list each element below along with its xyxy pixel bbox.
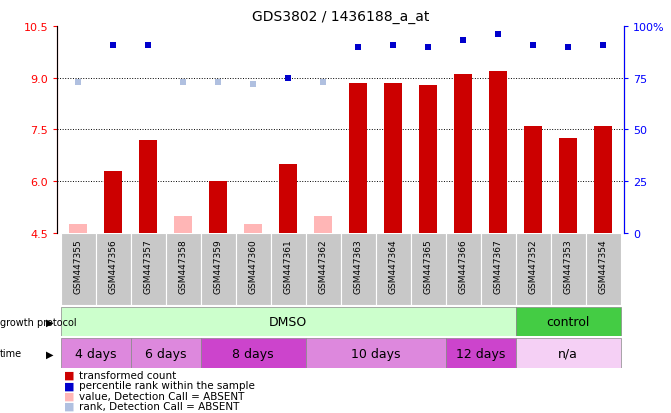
Text: GSM447363: GSM447363 [354,239,362,294]
Bar [446,339,515,368]
Text: ■: ■ [64,401,74,411]
Text: GSM447354: GSM447354 [599,239,607,294]
Text: 6 days: 6 days [145,347,187,360]
Text: GSM447364: GSM447364 [389,239,397,294]
Text: GSM447357: GSM447357 [144,239,152,294]
Text: ■: ■ [64,370,74,380]
Text: value, Detection Call = ABSENT: value, Detection Call = ABSENT [79,391,244,401]
Text: 10 days: 10 days [351,347,401,360]
Text: n/a: n/a [558,347,578,360]
Bar [60,307,515,337]
Bar [384,83,402,233]
Text: GSM447362: GSM447362 [319,239,327,294]
Text: ▶: ▶ [46,349,54,358]
Title: GDS3802 / 1436188_a_at: GDS3802 / 1436188_a_at [252,10,429,24]
Text: GSM447360: GSM447360 [248,239,258,294]
Bar [209,182,227,233]
Bar [60,339,131,368]
Bar [411,233,446,306]
Bar [69,225,87,233]
Bar [446,233,480,306]
Bar [595,127,612,233]
Bar [350,83,367,233]
Text: DMSO: DMSO [269,315,307,328]
Bar [550,233,586,306]
Bar [244,225,262,233]
Text: control: control [546,315,590,328]
Text: GSM447352: GSM447352 [529,239,537,294]
Bar [174,216,192,233]
Bar [131,339,201,368]
Text: GSM447355: GSM447355 [74,239,83,294]
Bar [515,339,621,368]
Bar [340,233,376,306]
Bar [270,233,305,306]
Bar [314,216,331,233]
Text: GSM447361: GSM447361 [284,239,293,294]
Text: GSM447359: GSM447359 [213,239,223,294]
Text: GSM447367: GSM447367 [494,239,503,294]
Bar [131,233,166,306]
Bar [454,75,472,233]
Bar [515,307,621,337]
Bar [305,339,446,368]
Text: 8 days: 8 days [232,347,274,360]
Text: growth protocol: growth protocol [0,317,76,327]
Text: ▶: ▶ [46,317,54,327]
Text: GSM447366: GSM447366 [458,239,468,294]
Bar [140,140,157,233]
Text: 4 days: 4 days [74,347,116,360]
Bar [480,233,515,306]
Bar [60,233,95,306]
Bar [236,233,270,306]
Bar [201,339,305,368]
Text: GSM447356: GSM447356 [109,239,117,294]
Bar [524,127,541,233]
Text: percentile rank within the sample: percentile rank within the sample [79,380,254,390]
Text: rank, Detection Call = ABSENT: rank, Detection Call = ABSENT [79,401,239,411]
Text: GSM447365: GSM447365 [423,239,433,294]
Bar [560,139,577,233]
Text: transformed count: transformed count [79,370,176,380]
Text: GSM447353: GSM447353 [564,239,572,294]
Bar [279,164,297,233]
Bar [104,171,121,233]
Text: ■: ■ [64,380,74,390]
Bar [201,233,236,306]
Bar [515,233,550,306]
Text: ■: ■ [64,391,74,401]
Bar [586,233,621,306]
Bar [419,85,437,233]
Bar [166,233,201,306]
Bar [95,233,131,306]
Text: 12 days: 12 days [456,347,505,360]
Text: GSM447358: GSM447358 [178,239,187,294]
Bar [305,233,340,306]
Bar [376,233,411,306]
Text: time: time [0,349,22,358]
Bar [489,71,507,233]
